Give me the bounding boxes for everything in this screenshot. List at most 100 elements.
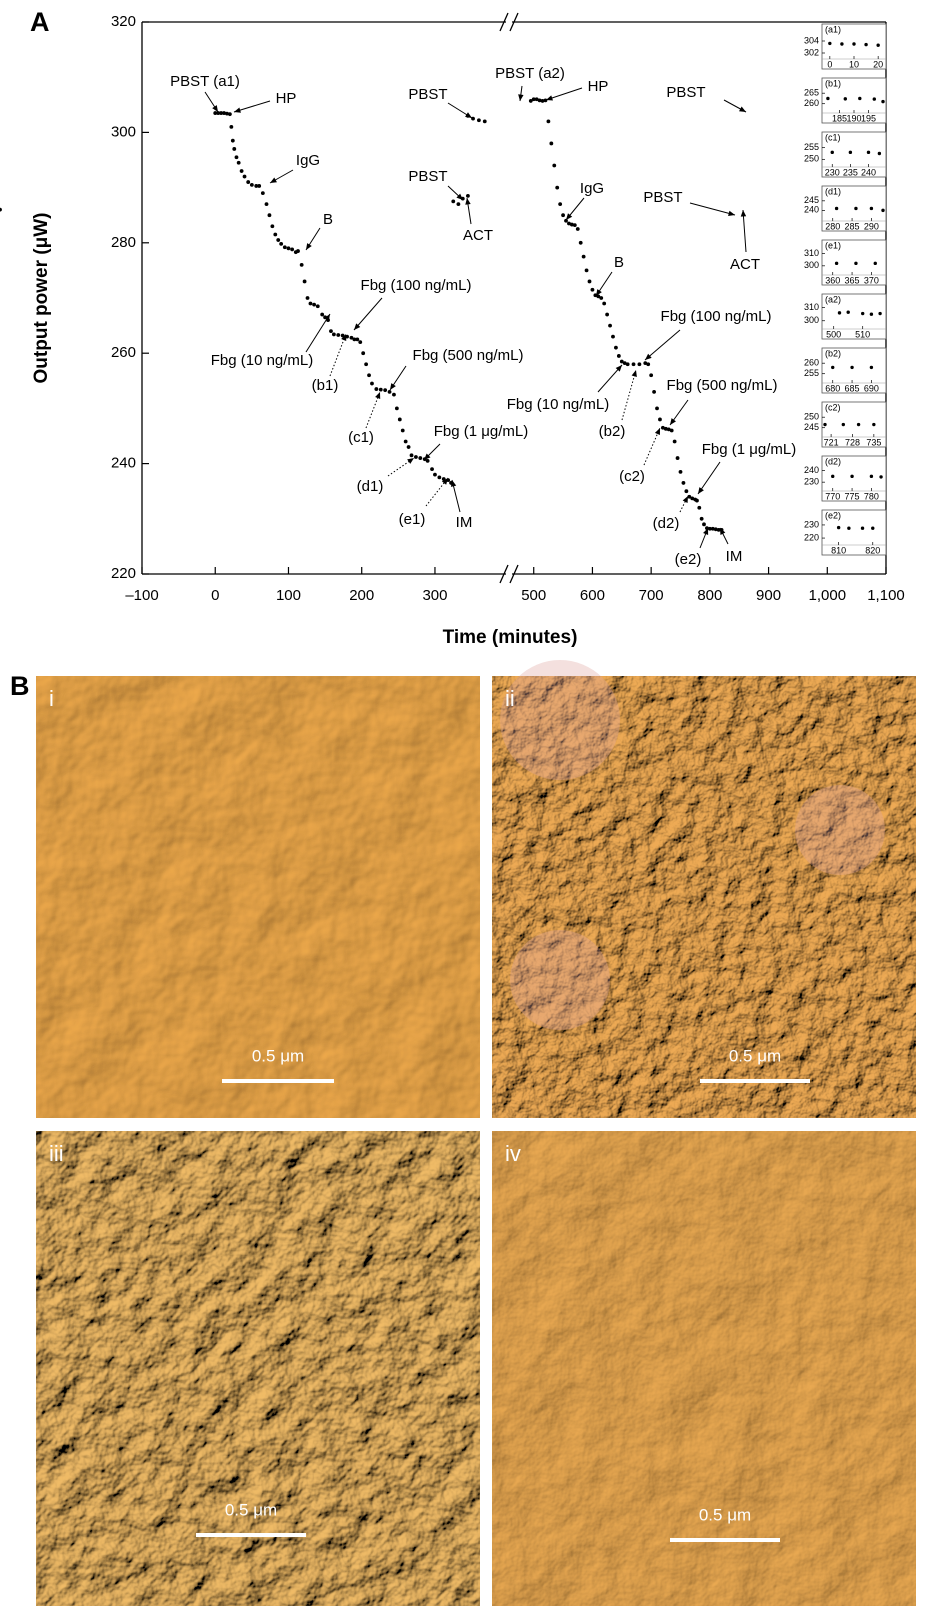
data-point xyxy=(649,373,653,377)
y-tick-label: 300 xyxy=(111,123,136,140)
inset-y-tick-label: 250 xyxy=(804,154,819,164)
inset-point xyxy=(864,43,867,46)
annotation-arrow xyxy=(330,334,346,376)
inset-x-tick-label: 280 xyxy=(825,221,840,231)
data-point xyxy=(404,440,408,444)
inset-point xyxy=(849,151,852,154)
data-point xyxy=(702,522,706,526)
inset-x-tick-label: 240 xyxy=(861,167,876,177)
data-point xyxy=(430,467,434,471)
y-tick-label: 280 xyxy=(111,234,136,251)
inset-x-tick-label: 820 xyxy=(865,545,880,555)
data-point xyxy=(329,329,333,333)
inset-point xyxy=(850,475,853,478)
x-tick-label: 600 xyxy=(580,587,605,604)
image-label: iv xyxy=(505,1141,521,1166)
inset-x-tick-label: 10 xyxy=(849,59,859,69)
afm-feature xyxy=(795,785,885,875)
data-point xyxy=(296,249,300,253)
data-point xyxy=(547,119,551,123)
inset-point xyxy=(867,151,870,154)
x-axis-title: Time (minutes) xyxy=(443,627,578,648)
data-point xyxy=(374,387,378,391)
inset-y-tick-label: 230 xyxy=(804,477,819,487)
data-point xyxy=(398,418,402,422)
inset-point xyxy=(878,312,881,315)
arrow-head xyxy=(632,370,637,377)
inset-point xyxy=(879,475,882,478)
x-tick-label: –100 xyxy=(125,587,158,604)
annotation: Fbg (10 ng/mL) xyxy=(507,396,610,413)
inset-x-tick-label: 810 xyxy=(831,545,846,555)
data-point xyxy=(611,335,615,339)
data-point xyxy=(257,184,261,188)
data-point xyxy=(309,302,313,306)
inset-point xyxy=(870,207,873,210)
inset-x-tick-label: 370 xyxy=(864,275,879,285)
afm-feature xyxy=(500,660,620,780)
inset-x-tick-label: 510 xyxy=(855,329,870,339)
data-point xyxy=(229,125,233,129)
data-point xyxy=(361,351,365,355)
panel-label: A xyxy=(30,7,50,37)
inset-x-tick-label: 690 xyxy=(864,383,879,393)
annotation: IgG xyxy=(296,152,320,169)
annotation: (c2) xyxy=(619,468,645,485)
figure: A B Time (minutes) Output power (μW) 220… xyxy=(0,0,938,1606)
data-point xyxy=(379,388,383,392)
inset-y-tick-label: 245 xyxy=(804,422,819,432)
inset-point xyxy=(857,423,860,426)
inset-x-tick-label: 500 xyxy=(826,329,841,339)
inset-label: (c2) xyxy=(825,402,841,412)
inset-point xyxy=(852,42,855,45)
data-point xyxy=(655,407,659,411)
data-point xyxy=(451,200,455,204)
data-point xyxy=(367,373,371,377)
data-point xyxy=(576,227,580,231)
x-tick-label: 1,100 xyxy=(867,587,905,604)
inset-x-tick-label: 190 xyxy=(846,113,861,123)
data-point xyxy=(303,280,307,284)
annotation-arrow xyxy=(622,370,636,420)
inset-y-tick-label: 300 xyxy=(804,315,819,325)
annotation: Fbg (1 μg/mL) xyxy=(702,441,797,458)
annotation-arrow xyxy=(690,203,735,215)
image-label: ii xyxy=(505,686,515,711)
inset-point xyxy=(837,526,840,529)
data-point xyxy=(228,112,232,116)
data-point xyxy=(483,119,487,123)
data-point xyxy=(617,354,621,358)
inset-y-tick-label: 304 xyxy=(804,35,819,45)
inset-x-tick-label: 195 xyxy=(861,113,876,123)
x-tick-label: 200 xyxy=(349,587,374,604)
annotation: B xyxy=(323,211,333,228)
data-point xyxy=(579,241,583,245)
x-tick-label: 1,000 xyxy=(809,587,847,604)
inset-point xyxy=(881,100,884,103)
inset-x-tick-label: 680 xyxy=(825,383,840,393)
inset-y-tick-label: 240 xyxy=(804,465,819,475)
inset-point xyxy=(831,151,834,154)
inset-point xyxy=(850,366,853,369)
data-point xyxy=(684,489,688,493)
inset-x-tick-label: 728 xyxy=(845,437,860,447)
data-point xyxy=(407,445,411,449)
inset-label: (c1) xyxy=(825,132,841,142)
data-point xyxy=(638,362,642,366)
inset-x-tick-label: 780 xyxy=(864,491,879,501)
inset-y-tick-label: 310 xyxy=(804,248,819,258)
x-tick-label: 500 xyxy=(521,587,546,604)
data-point xyxy=(265,202,269,206)
data-point xyxy=(358,340,362,344)
data-point xyxy=(561,213,565,217)
data-point xyxy=(605,313,609,317)
data-point xyxy=(364,362,368,366)
inset-point xyxy=(870,366,873,369)
annotation: Fbg (1 μg/mL) xyxy=(434,423,529,440)
inset-point xyxy=(842,423,845,426)
inset-point xyxy=(828,42,831,45)
data-point xyxy=(320,313,324,317)
annotation: Fbg (100 ng/mL) xyxy=(661,308,772,325)
x-tick-label: 300 xyxy=(422,587,447,604)
data-point xyxy=(679,470,683,474)
